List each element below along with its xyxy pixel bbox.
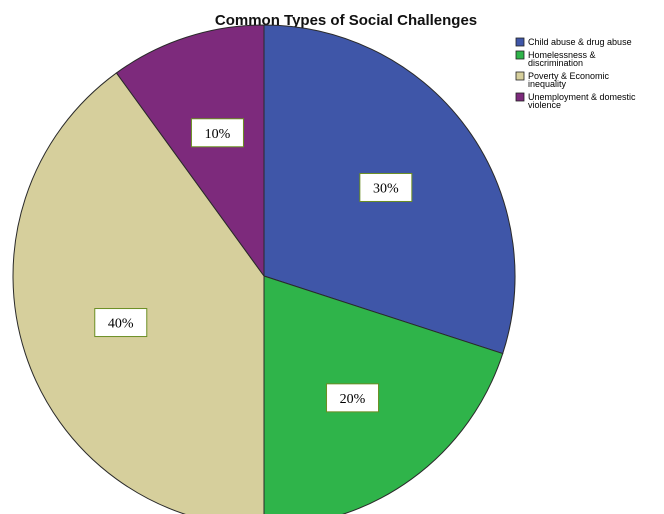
data-label-box bbox=[190, 118, 244, 148]
legend: Child abuse & drug abuse Homelessness &di… bbox=[515, 37, 636, 110]
data-label-text: 40% bbox=[108, 317, 134, 332]
legend-item-child-abuse-and-drug-abuse: Child abuse & drug abuse bbox=[515, 37, 632, 47]
legend-label: Poverty & Economic bbox=[528, 71, 610, 81]
chart-title: Common Types of Social Challenges bbox=[215, 12, 477, 29]
pie-slice-homelessness-and-discrimination bbox=[263, 275, 504, 514]
legend-label: Homelessness & bbox=[528, 50, 596, 60]
data-label-text: 30% bbox=[373, 181, 399, 196]
data-label-box bbox=[359, 172, 413, 202]
data-label-unemployment-and-domestic-violence: 10% bbox=[190, 118, 244, 148]
legend-label: Unemployment & domestic bbox=[528, 92, 636, 102]
pie-slice-unemployment-and-domestic-violence bbox=[115, 24, 265, 278]
data-label-box bbox=[326, 383, 380, 413]
legend-swatch bbox=[515, 92, 525, 102]
data-label-homelessness-and-discrimination: 20% bbox=[326, 383, 380, 413]
legend-label: violence bbox=[528, 100, 561, 110]
legend-item-homelessness-and-discrimination: Homelessness &discrimination bbox=[515, 50, 596, 68]
legend-label: Child abuse & drug abuse bbox=[528, 37, 632, 47]
pie-slice-poverty-and-economic-inequality bbox=[12, 72, 265, 514]
data-label-box bbox=[94, 308, 148, 338]
data-label-poverty-and-economic-inequality: 40% bbox=[94, 308, 148, 338]
data-label-child-abuse-and-drug-abuse: 30% bbox=[359, 172, 413, 202]
legend-label: discrimination bbox=[528, 58, 583, 68]
data-label-text: 20% bbox=[340, 392, 366, 407]
data-labels: 30% 20% 40% 10% bbox=[94, 118, 413, 413]
legend-swatch bbox=[515, 71, 525, 81]
legend-label: inequality bbox=[528, 79, 567, 89]
data-label-text: 10% bbox=[205, 127, 231, 142]
pie-slices bbox=[12, 24, 516, 514]
legend-swatch bbox=[515, 50, 525, 60]
legend-swatch bbox=[515, 37, 525, 47]
